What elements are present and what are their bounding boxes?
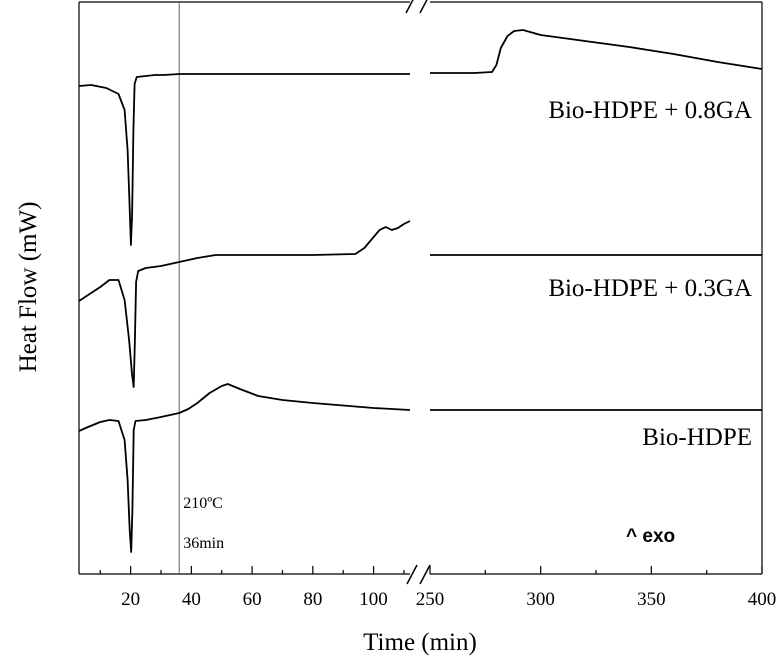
- x-tick-label-100: 100: [359, 589, 388, 610]
- x-tick-label-20: 20: [121, 589, 140, 610]
- series-label-biohdpe: Bio-HDPE: [642, 424, 752, 451]
- x-tick-label-300: 300: [526, 589, 555, 610]
- marker-time-label: 36min: [183, 535, 224, 552]
- curve-08ga-right: [430, 29, 763, 74]
- axis-break-top: [405, 0, 428, 14]
- series-label-08ga: Bio-HDPE + 0.8GA: [548, 97, 752, 124]
- x-ticks: [99, 566, 763, 574]
- marker-temperature-label: 210ºC: [183, 495, 223, 512]
- x-tick-label-60: 60: [243, 589, 262, 610]
- x-axis-title: Time (min): [363, 629, 477, 656]
- exo-label: ^ exo: [626, 526, 675, 547]
- y-axis-title: Heat Flow (mW): [15, 202, 42, 373]
- x-tick-label-350: 350: [637, 589, 666, 610]
- x-tick-label-80: 80: [303, 589, 322, 610]
- x-tick-label-400: 400: [748, 589, 777, 610]
- x-tick-label-250: 250: [416, 589, 445, 610]
- curve-biohdpe-left: [78, 383, 411, 553]
- series-label-03ga: Bio-HDPE + 0.3GA: [548, 275, 752, 302]
- curve-08ga-left: [78, 73, 410, 246]
- axis-break-bottom: [406, 564, 431, 585]
- x-tick-labels: 20 40 60 80 100 250 300 350 400: [121, 589, 776, 610]
- x-tick-label-40: 40: [182, 589, 201, 610]
- series-curves: [78, 29, 763, 553]
- curve-03ga-left: [78, 220, 411, 388]
